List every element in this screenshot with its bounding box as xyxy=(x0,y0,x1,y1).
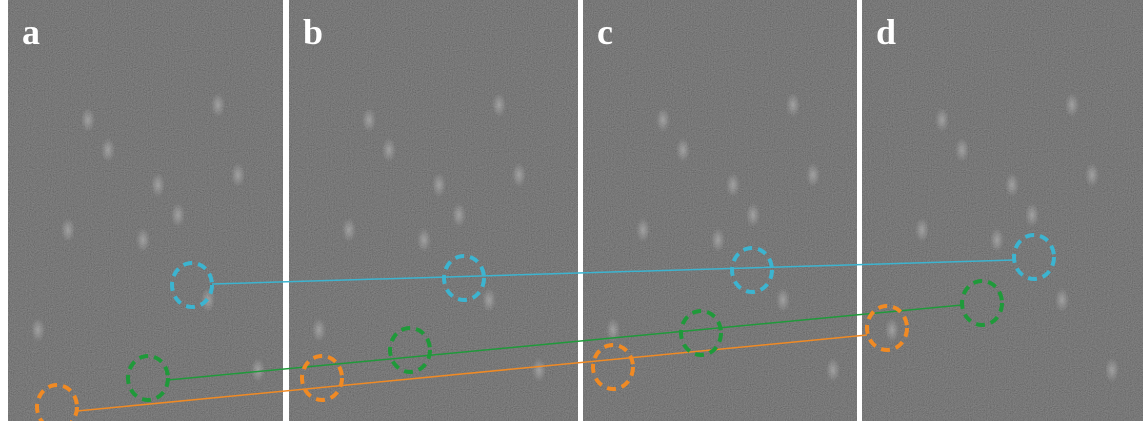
panel-label: b xyxy=(303,12,323,52)
spot xyxy=(362,108,376,132)
spot xyxy=(636,218,650,242)
panel-noise xyxy=(862,0,1143,421)
spot xyxy=(342,218,356,242)
spot xyxy=(1025,203,1039,227)
panels: a b c d xyxy=(8,0,1143,421)
spot xyxy=(231,163,245,187)
spot xyxy=(746,203,760,227)
spot xyxy=(492,93,506,117)
spot xyxy=(452,203,466,227)
spot xyxy=(915,218,929,242)
spot xyxy=(1065,93,1079,117)
spot xyxy=(826,358,840,382)
spot xyxy=(81,108,95,132)
spot xyxy=(1105,358,1119,382)
spot xyxy=(432,173,446,197)
spot xyxy=(990,228,1004,252)
spot xyxy=(935,108,949,132)
panel-label: a xyxy=(22,12,40,52)
spot xyxy=(251,358,265,382)
spot xyxy=(482,288,496,312)
spot xyxy=(656,108,670,132)
spot xyxy=(417,228,431,252)
spot xyxy=(151,173,165,197)
spot xyxy=(885,318,899,342)
spot xyxy=(211,93,225,117)
spot xyxy=(171,203,185,227)
panel-label: d xyxy=(876,12,896,52)
spot xyxy=(61,218,75,242)
spot xyxy=(136,228,150,252)
spot xyxy=(31,318,45,342)
spot xyxy=(101,138,115,162)
spot xyxy=(312,318,326,342)
spot xyxy=(786,93,800,117)
spot xyxy=(776,288,790,312)
spot xyxy=(711,228,725,252)
spot xyxy=(955,138,969,162)
spot xyxy=(806,163,820,187)
spot xyxy=(532,358,546,382)
panel: d xyxy=(862,0,1143,421)
spot xyxy=(1085,163,1099,187)
page: abcd (() => { const data = JSON.parse(do… xyxy=(0,0,1143,421)
spot xyxy=(726,173,740,197)
spot xyxy=(676,138,690,162)
figure: a b c d xyxy=(0,0,1143,421)
spot xyxy=(382,138,396,162)
panel-label: c xyxy=(597,12,613,52)
spot xyxy=(1055,288,1069,312)
spot xyxy=(512,163,526,187)
spot xyxy=(1005,173,1019,197)
